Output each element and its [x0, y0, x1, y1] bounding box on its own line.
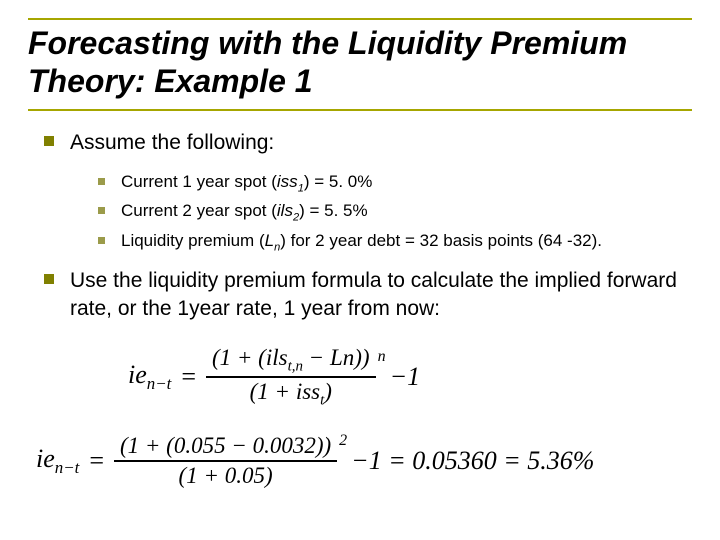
- square-bullet-small-icon: [98, 207, 105, 214]
- exponent: n: [378, 348, 386, 366]
- fraction: (1 + (ilst,n − Ln)) (1 + isst): [206, 344, 376, 411]
- bullet-list-l1: Use the liquidity premium formula to cal…: [44, 267, 692, 324]
- sub-item-2: Liquidity premium (Ln) for 2 year debt =…: [98, 230, 692, 255]
- sub-item-1: Current 2 year spot (ils2) = 5. 5%: [98, 200, 692, 225]
- sub-item-text: Current 2 year spot (ils2) = 5. 5%: [121, 200, 368, 225]
- denominator: (1 + isst): [244, 378, 338, 411]
- numerator: (1 + (ilst,n − Ln)): [206, 344, 376, 377]
- formula-lhs: ien−t: [128, 360, 171, 394]
- equals-sign: =: [89, 446, 104, 476]
- formula-tail: −1 = 0.05360 = 5.36%: [351, 446, 594, 476]
- sub-item-text: Current 1 year spot (iss1) = 5. 0%: [121, 171, 372, 196]
- square-bullet-icon: [44, 274, 54, 284]
- exponent: 2: [339, 432, 347, 450]
- list-item-assume: Assume the following:: [44, 129, 692, 157]
- numerator: (1 + (0.055 − 0.0032)): [114, 432, 337, 460]
- formula-numeric: ien−t = (1 + (0.055 − 0.0032)) (1 + 0.05…: [36, 432, 692, 490]
- list-item-text: Assume the following:: [70, 129, 274, 157]
- sub-item-text: Liquidity premium (Ln) for 2 year debt =…: [121, 230, 602, 255]
- square-bullet-small-icon: [98, 178, 105, 185]
- equals-sign: =: [181, 362, 196, 392]
- square-bullet-icon: [44, 136, 54, 146]
- formula-block: ien−t = (1 + (ilst,n − Ln)) (1 + isst) n…: [28, 344, 692, 490]
- bullet-list-l1: Assume the following:: [44, 129, 692, 157]
- list-item-use: Use the liquidity premium formula to cal…: [44, 267, 692, 324]
- formula-lhs: ien−t: [36, 444, 79, 478]
- square-bullet-small-icon: [98, 237, 105, 244]
- slide-title: Forecasting with the Liquidity Premium T…: [28, 18, 692, 111]
- list-item-text: Use the liquidity premium formula to cal…: [70, 267, 692, 324]
- formula-general: ien−t = (1 + (ilst,n − Ln)) (1 + isst) n…: [128, 344, 692, 411]
- denominator: (1 + 0.05): [173, 462, 279, 490]
- sub-item-0: Current 1 year spot (iss1) = 5. 0%: [98, 171, 692, 196]
- formula-tail: −1: [390, 362, 421, 392]
- fraction: (1 + (0.055 − 0.0032)) (1 + 0.05): [114, 432, 337, 490]
- bullet-list-l2: Current 1 year spot (iss1) = 5. 0% Curre…: [98, 171, 692, 255]
